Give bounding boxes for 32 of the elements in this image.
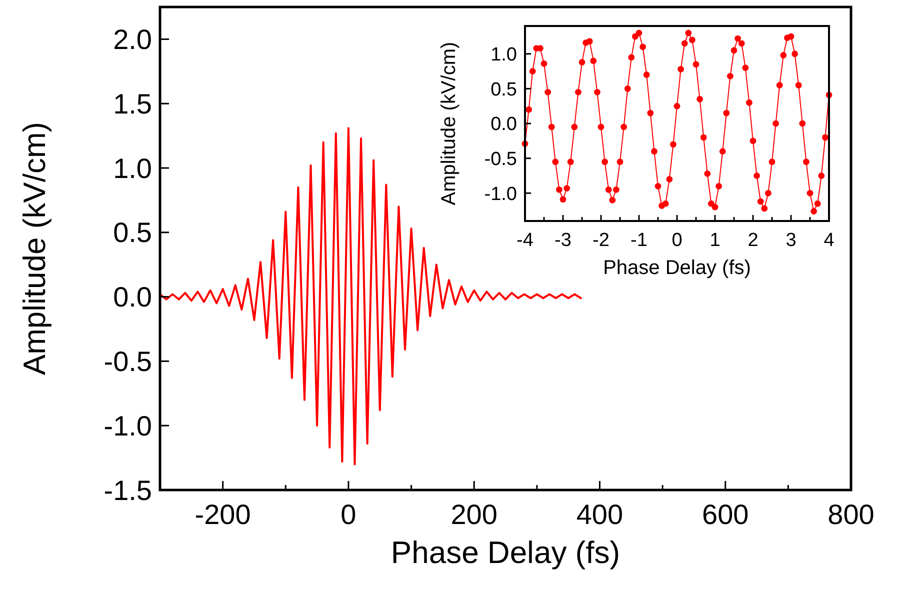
x-tick-label: -3 (554, 230, 572, 251)
x-tick-label: 400 (576, 499, 624, 530)
x-tick-label: 4 (824, 230, 835, 251)
y-axis-title: Amplitude (kV/cm) (438, 42, 460, 206)
y-tick-label: 1.0 (490, 44, 517, 66)
y-tick-label: -0.5 (484, 148, 517, 170)
x-tick-label: 200 (450, 499, 498, 530)
x-tick-label: 0 (340, 499, 356, 530)
y-axis-title: Amplitude (kV/cm) (17, 122, 52, 376)
y-tick-label: -1.0 (484, 184, 517, 205)
y-tick-label: 0.5 (490, 79, 517, 100)
x-tick-label: -4 (516, 230, 534, 251)
x-tick-label: 800 (828, 499, 874, 530)
y-tick-label: 0.0 (490, 114, 517, 136)
y-tick-label: -0.5 (104, 346, 152, 377)
y-tick-label: 1.0 (113, 152, 152, 184)
x-tick-label: 2 (748, 230, 758, 251)
x-tick-label: 3 (786, 230, 796, 251)
y-tick-label: -1.0 (104, 410, 152, 442)
y-tick-label: 0.5 (113, 217, 152, 248)
x-tick-label: -1 (630, 230, 648, 251)
x-tick-label: 600 (702, 499, 749, 530)
x-tick-label: 0 (672, 230, 682, 251)
y-tick-label: 2.0 (113, 24, 152, 55)
x-axis-title: Phase Delay (fs) (603, 257, 751, 279)
x-axis-title: Phase Delay (fs) (390, 535, 620, 570)
y-tick-label: 1.5 (113, 88, 152, 120)
y-tick-label: 0.0 (113, 282, 152, 313)
x-tick-label: 1 (710, 230, 720, 251)
x-tick-label: -2 (592, 230, 610, 251)
y-tick-label: -1.5 (104, 474, 152, 506)
x-tick-label: -200 (194, 499, 251, 530)
